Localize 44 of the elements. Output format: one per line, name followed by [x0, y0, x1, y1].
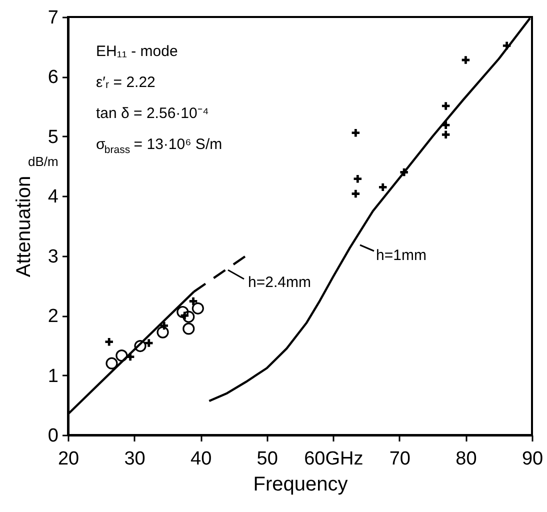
- y-tick-label: 1: [48, 366, 58, 387]
- point: [188, 296, 198, 306]
- y-tick-label: 0: [48, 426, 58, 446]
- x-tick-label: 40: [190, 448, 212, 470]
- x-tick-label: 70: [389, 448, 410, 470]
- x-tick-label: 30: [124, 448, 146, 470]
- point: [378, 182, 388, 192]
- point: [440, 120, 451, 130]
- annotation: h=1mm: [376, 247, 426, 264]
- point: [156, 326, 169, 338]
- y-axis-title: Attenuation: [12, 176, 35, 278]
- x-tick-label: 60GHz: [304, 448, 364, 470]
- y-tick-label: 7: [48, 8, 58, 28]
- point: [192, 302, 204, 314]
- point: [440, 100, 451, 112]
- point: [176, 306, 189, 318]
- annotation: EH₁₁ - mode: [96, 43, 178, 60]
- annotation: tan δ = 2.56·10⁻⁴: [96, 105, 209, 122]
- annotation: ε′ᵣ = 2.22: [96, 74, 156, 91]
- y-tick-label: 2: [48, 306, 58, 328]
- x-tick-label: 90: [522, 448, 544, 470]
- point: [502, 40, 512, 51]
- annotation: h=2.4mm: [248, 274, 311, 291]
- y-tick-label: 5: [48, 126, 58, 148]
- point: [398, 167, 410, 178]
- x-tick-label: 50: [256, 448, 278, 470]
- point: [106, 357, 118, 370]
- y-tick-label: 6: [48, 67, 58, 88]
- text: dB/m: [28, 154, 58, 169]
- x-tick-label: 80: [456, 448, 477, 470]
- point: [352, 174, 363, 184]
- point: [182, 310, 195, 323]
- y-tick-label: 4: [48, 186, 59, 208]
- point: [460, 54, 471, 66]
- point: [182, 322, 195, 335]
- point: [159, 320, 170, 331]
- point: [350, 128, 361, 138]
- x-tick-label: 20: [58, 448, 80, 470]
- point: [350, 188, 361, 199]
- y-tick-label: 3: [48, 246, 58, 268]
- x-axis-title: Frequency: [253, 474, 348, 496]
- point: [104, 336, 114, 347]
- point: [440, 130, 451, 140]
- point: [180, 310, 190, 321]
